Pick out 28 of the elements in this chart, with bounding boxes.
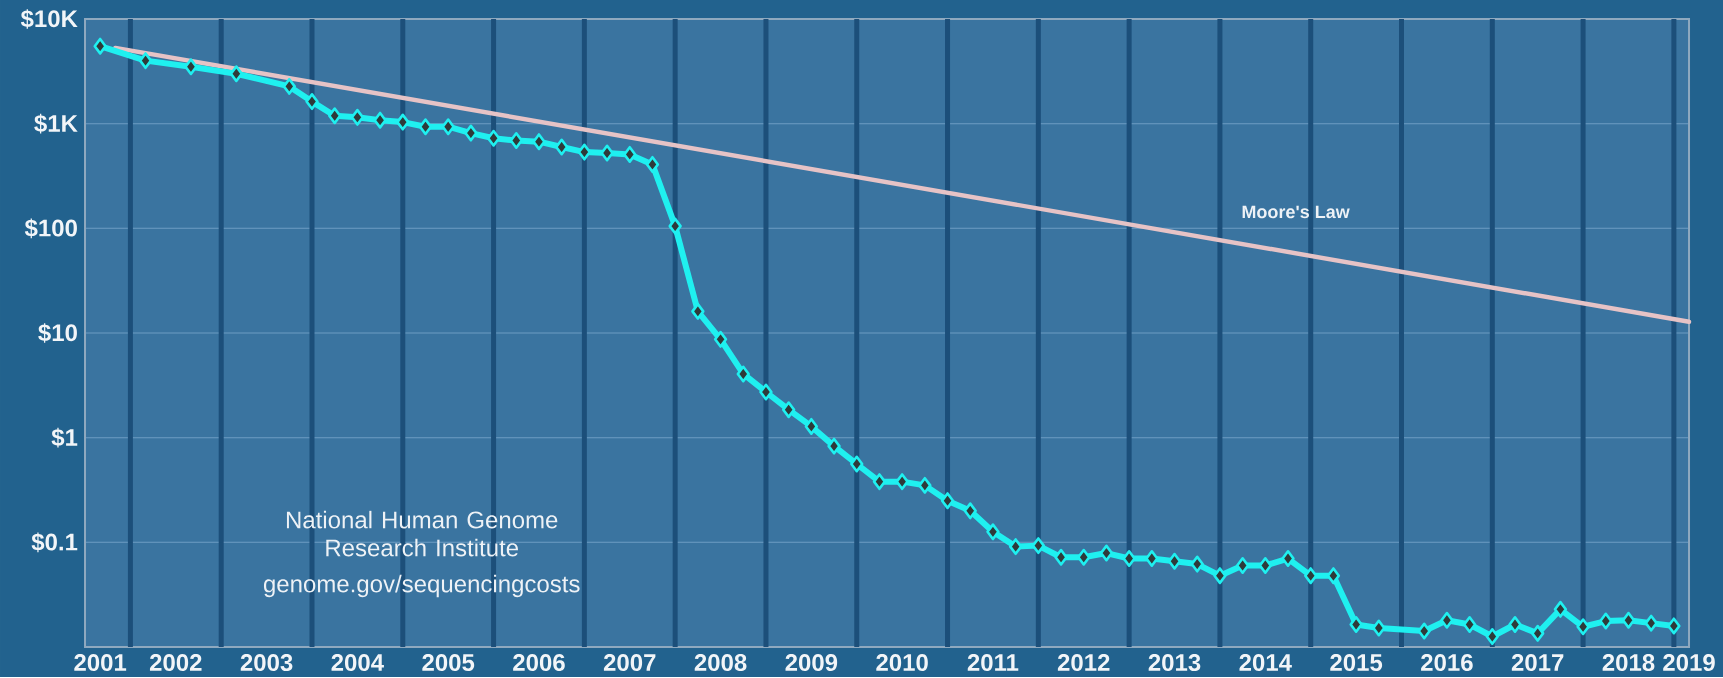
x-tick-label: 2003 [240,654,293,672]
series-label: Moore's Law [1242,205,1350,219]
x-tick-label: 2002 [149,654,202,672]
x-tick-label: 2010 [876,654,928,672]
annotation: National Human Genome Research Institute [286,510,558,557]
y-tick-label: $10 [38,323,77,343]
x-tick-label: 2005 [422,654,475,672]
y-tick-label: $10K [20,9,78,29]
x-tick-label: 2007 [603,654,656,672]
y-tick-label: $100 [24,218,77,239]
x-tick-label: 2006 [513,654,565,672]
x-tick-label: 2016 [1421,654,1473,672]
annotation: genome.gov/sequencingcosts [263,574,580,598]
x-tick-label: 2008 [694,654,747,672]
x-tick-label: 2013 [1148,654,1201,672]
y-tick-label: $1K [34,113,78,134]
x-tick-label: 2019 [1663,654,1715,672]
x-tick-label: 2004 [331,654,384,672]
x-tick-label: 2017 [1511,654,1564,672]
y-tick-label: $0.1 [31,532,78,553]
x-tick-label: 2001 [74,654,127,672]
x-tick-label: 2015 [1330,654,1383,672]
x-tick-label: 2012 [1057,654,1110,672]
x-tick-label: 2014 [1239,654,1292,672]
x-tick-label: 2009 [785,654,838,672]
y-tick-label: $1 [51,427,78,448]
x-tick-label: 2011 [967,654,1019,672]
x-tick-label: 2018 [1602,654,1655,672]
